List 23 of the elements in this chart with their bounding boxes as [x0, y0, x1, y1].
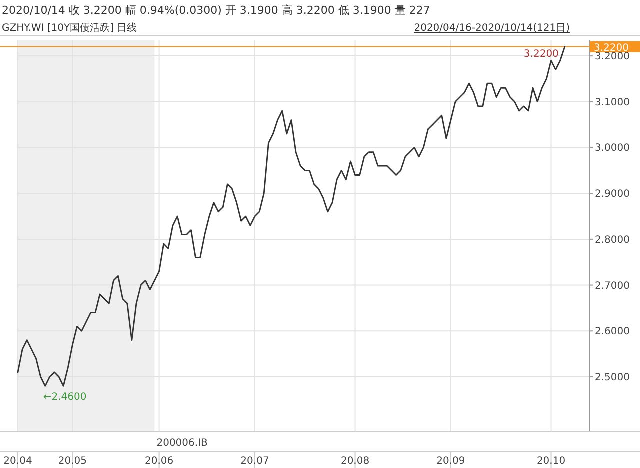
y-tick-label: 2.5000 — [595, 372, 630, 384]
ref-line-label: 3.2200 — [594, 42, 629, 54]
x-tick-label: 20.09 — [436, 456, 466, 467]
x-tick-label: 20.07 — [240, 456, 270, 467]
y-tick-label: 2.9000 — [595, 189, 630, 200]
line-series — [17, 46, 566, 387]
y-tick-label: 2.8000 — [595, 234, 630, 246]
chart-subtitle: GZHY.WI [10Y国债活跃] 日线 — [2, 22, 138, 34]
text: 2020/04/16-2020/10/14(121日) — [414, 23, 570, 34]
y-tick-label: 2.6000 — [595, 326, 630, 338]
x-tick-label: 20.06 — [144, 456, 174, 467]
x-tick-label: 20.10 — [536, 456, 566, 467]
annotation: ←2.4600 — [43, 392, 87, 404]
y-tick-label: 2.7000 — [595, 280, 630, 292]
y-tick-label: 3.2000 — [595, 52, 630, 63]
x-tick-label: 20.04 — [4, 456, 32, 467]
x-tick-label: 20.08 — [340, 456, 370, 467]
text: 200006.IB — [156, 438, 208, 449]
x-tick-label: 20.05 — [58, 456, 88, 467]
chart-title: 2020/10/14 收 3.2200 幅 0.94%(0.0300) 开 3.1900 高 3.2200 低 3.1900 量 227 — [2, 4, 430, 17]
y-tick-label: 3.1000 — [595, 97, 630, 108]
annotation: 3.2200 — [524, 48, 559, 60]
y-tick-label: 3.0000 — [595, 143, 630, 154]
